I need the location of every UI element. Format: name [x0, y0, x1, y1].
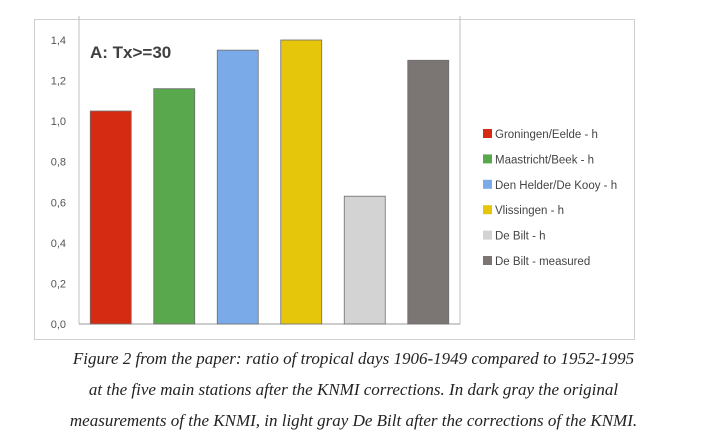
- legend-swatch: [483, 230, 492, 240]
- legend-swatch: [483, 256, 492, 265]
- bar-de-bilt-measured: [407, 59, 450, 325]
- y-tick-label: 0,0: [51, 319, 66, 331]
- figure-caption: Figure 2 from the paper: ratio of tropic…: [0, 343, 707, 436]
- y-tick-label: 0,8: [51, 157, 66, 169]
- bar-de-bilt-h: [343, 195, 386, 325]
- legend-swatch: [483, 205, 492, 215]
- legend-label: De Bilt - h: [495, 231, 546, 243]
- y-tick-label: 1,0: [51, 116, 66, 128]
- legend-label: Den Helder/De Kooy - h: [495, 180, 617, 192]
- y-tick-label: 1,4: [51, 35, 66, 47]
- caption-line-1: Figure 2 from the paper: ratio of tropic…: [72, 349, 635, 368]
- legend-label: Vlissingen - h: [495, 205, 564, 217]
- y-tick-label: 0,6: [51, 197, 66, 209]
- legend-label: Maastricht/Beek - h: [495, 154, 594, 166]
- bar-den-helder-de-kooy-h: [216, 49, 259, 325]
- legend-swatch: [483, 179, 492, 189]
- bar-groningen-eelde-h: [89, 110, 132, 325]
- chart-frame: [34, 19, 635, 340]
- chart-annotation: A: Tx>=30: [90, 43, 171, 62]
- legend-swatch: [483, 129, 492, 138]
- y-tick-label: 0,2: [51, 278, 66, 290]
- bar-vlissingen-h: [280, 39, 323, 325]
- legend-swatch: [483, 154, 492, 164]
- legend-label: De Bilt - measured: [495, 256, 590, 268]
- y-tick-label: 0,4: [51, 238, 66, 250]
- legend-label: Groningen/Eelde - h: [495, 129, 598, 141]
- bar-maastricht-beek-h: [153, 88, 196, 325]
- caption-line-2: at the five main stations after the KNMI…: [88, 380, 619, 399]
- caption-line-3: measurements of the KNMI, in light gray …: [69, 411, 638, 430]
- y-tick-label: 1,2: [51, 76, 66, 88]
